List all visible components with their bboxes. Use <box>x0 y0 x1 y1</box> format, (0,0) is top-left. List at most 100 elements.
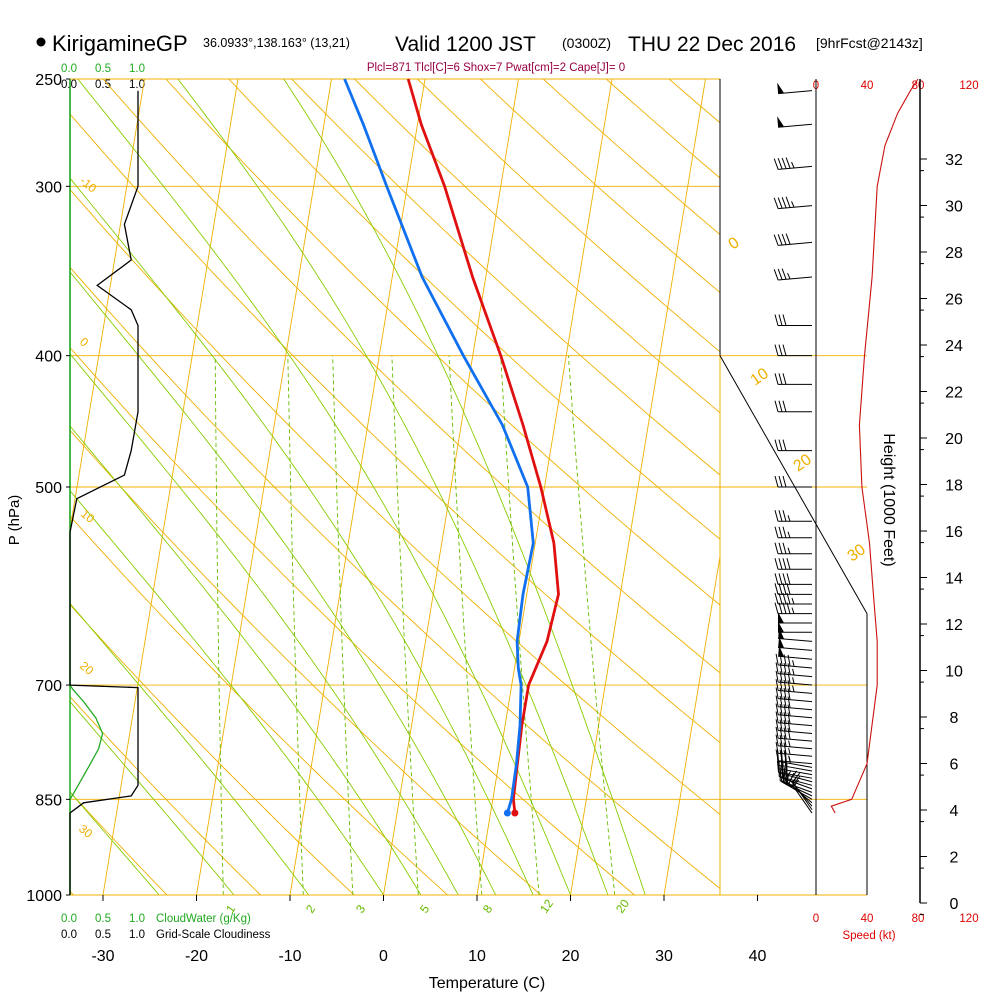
pressure-tick-label: 1000 <box>26 888 62 905</box>
speed-axis-top: 0 40 80 120 <box>813 80 979 92</box>
wind-barb <box>775 662 813 678</box>
isotherm-label: 10 <box>78 507 97 527</box>
dewpoint-line <box>343 78 535 814</box>
wind-barb <box>778 627 813 642</box>
moist-adiabat-line <box>70 791 160 895</box>
height-tick-label: 0 <box>950 896 959 913</box>
wind-barb <box>773 233 813 246</box>
wind-barb <box>775 726 813 742</box>
height-tick-label: 8 <box>950 710 959 727</box>
cloudiness-tick: 0.0 <box>61 79 77 91</box>
height-tick-label: 4 <box>950 803 959 820</box>
mixing-ratio-line <box>287 355 304 895</box>
wind-barb <box>774 558 812 570</box>
cloud-water-tick: 0.0 <box>61 63 77 75</box>
speed-axis-bottom: 0 40 80 120 Speed (kt) <box>813 913 979 942</box>
wind-barb <box>775 703 813 719</box>
dry-adiabat-line <box>165 79 720 606</box>
isotherm-line <box>663 553 720 895</box>
dry-adiabat-line <box>70 791 168 895</box>
isotherm-line <box>851 79 986 895</box>
valid-time: Valid 1200 JST <box>395 33 536 56</box>
cloudiness-tick: 1.0 <box>129 79 145 91</box>
mixing-ratio-lines <box>214 355 616 895</box>
cloudiness-tick: 1.0 <box>129 929 145 941</box>
dry-adiabat-line <box>70 346 635 895</box>
mixing-ratio-label: 3 <box>353 902 368 916</box>
height-tick-label: 6 <box>950 757 959 774</box>
cloud-water-tick: 1.0 <box>129 63 145 75</box>
wind-barb <box>778 612 812 624</box>
chart-header: KirigamineGP 36.0933°,138.163° (13,21) V… <box>36 31 923 56</box>
moist-adiabat-line <box>283 79 646 895</box>
moist-adiabat-line <box>70 271 497 895</box>
wind-barb <box>773 268 813 281</box>
wind-barb <box>777 116 813 128</box>
speed-tick: 40 <box>861 80 874 92</box>
cloud-axis-top: 0.0 0.5 1.0 0.0 0.5 1.0 <box>61 63 145 91</box>
station-dot-icon <box>36 37 46 47</box>
wind-barb <box>774 344 812 357</box>
dry-adiabat-line <box>291 79 720 476</box>
speed-tick: 0 <box>813 913 819 925</box>
height-tick-label: 30 <box>945 199 963 216</box>
cloud-profiles <box>69 79 139 895</box>
wind-barb <box>774 373 812 385</box>
height-tick-label: 26 <box>945 292 963 309</box>
wind-barb <box>777 82 813 95</box>
height-tick-label: 32 <box>945 152 963 169</box>
frame-edge <box>719 355 868 614</box>
dry-adiabat-line <box>70 695 261 895</box>
dry-adiabat-line <box>70 429 542 895</box>
pressure-tick-label: 500 <box>35 480 62 497</box>
temperature-tick-label: 30 <box>655 948 673 965</box>
isobar-lines <box>70 78 867 896</box>
speed-tick: 80 <box>912 913 925 925</box>
cloudiness-label: Grid-Scale Cloudiness <box>156 929 271 941</box>
mixing-ratio-label: 8 <box>480 902 495 916</box>
speed-tick: 120 <box>959 913 978 925</box>
moist-adiabat-line <box>70 700 235 895</box>
speed-tick: 40 <box>861 913 874 925</box>
dry-adiabat-label: 30 <box>845 541 869 565</box>
wind-speed-profile <box>830 78 919 814</box>
cloudiness-line <box>69 90 139 895</box>
temperature-tick-label: 20 <box>562 948 580 965</box>
cloud-water-label: CloudWater (g/Kg) <box>156 913 251 925</box>
surface-dewpoint-marker <box>503 809 511 817</box>
speed-line <box>830 78 919 814</box>
temperature-tick-label: -30 <box>91 948 114 965</box>
dry-adiabat-lines <box>70 79 720 895</box>
moist-adiabat-line <box>177 79 609 895</box>
dry-adiabat-line <box>70 113 720 744</box>
height-tick-label: 12 <box>945 617 963 634</box>
moist-adiabat-lines <box>70 79 646 895</box>
forecast-label: [9hrFcst@2143z] <box>816 35 923 51</box>
wind-barb <box>775 670 813 686</box>
mixing-ratio-line <box>391 355 419 895</box>
dry-adiabat-line <box>70 188 720 815</box>
dry-adiabat-line <box>70 515 448 895</box>
temperature-line <box>406 78 560 814</box>
cloudiness-tick: 0.0 <box>61 929 77 941</box>
height-tick-label: 14 <box>945 571 963 588</box>
wind-barb <box>775 741 813 757</box>
moist-adiabat-line <box>70 490 384 895</box>
isotherm-label: -10 <box>77 174 100 196</box>
moist-adiabat-line <box>77 79 571 895</box>
wind-barb <box>773 196 813 210</box>
cloud-water-line <box>69 79 104 895</box>
pressure-tick-label: 300 <box>35 179 62 196</box>
wind-barb <box>774 573 812 585</box>
isotherm-label: 30 <box>76 822 95 842</box>
pressure-tick-label: 700 <box>35 678 62 695</box>
x-axis-label: Temperature (C) <box>429 975 545 992</box>
isotherm-label: 20 <box>77 659 96 679</box>
isotherm-label: 0 <box>77 335 91 350</box>
wind-barb <box>774 542 812 555</box>
sounding-profiles <box>343 78 560 817</box>
temperature-tick-label: -10 <box>278 948 301 965</box>
dry-adiabat-label: 20 <box>791 451 815 475</box>
wind-barb <box>774 400 812 413</box>
